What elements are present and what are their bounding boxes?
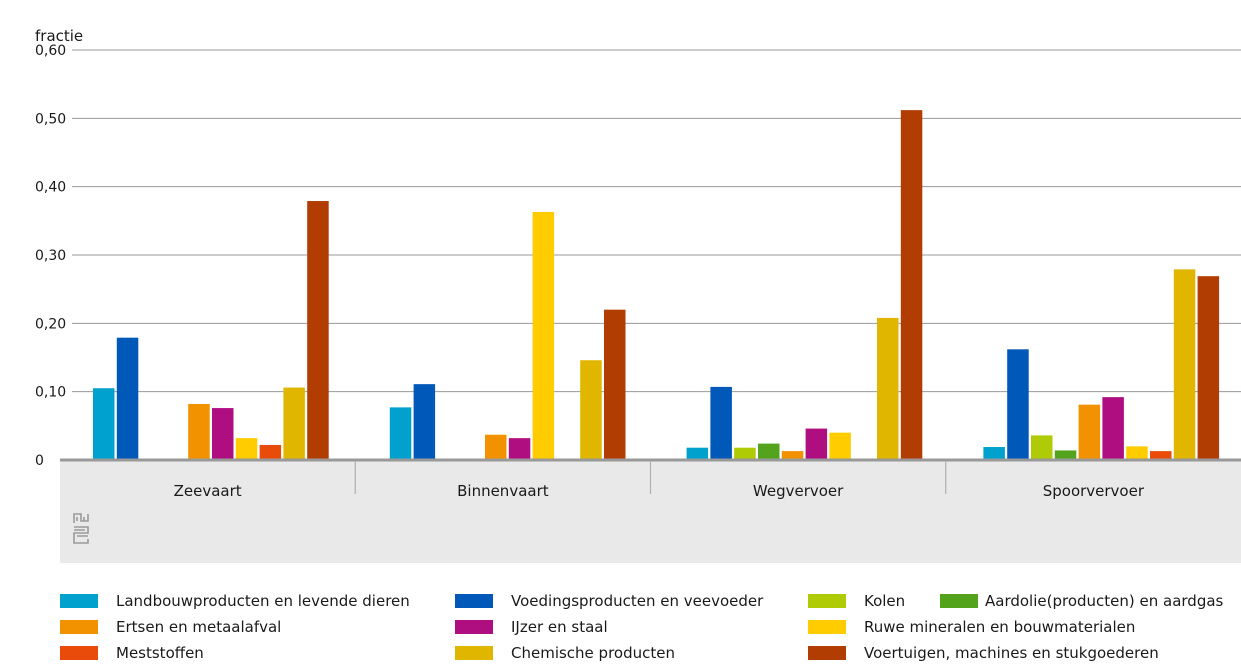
legend-label: Ruwe mineralen en bouwmaterialen [864, 618, 1136, 636]
y-tick-label: 0,30 [35, 248, 66, 264]
x-tick-label: Zeevaart [174, 482, 242, 500]
bar [758, 443, 780, 460]
bar [1173, 269, 1196, 460]
bar [1078, 404, 1101, 460]
bar [485, 434, 507, 460]
legend-label: Meststoffen [116, 644, 204, 662]
bar [1007, 349, 1029, 460]
legend-swatch [455, 646, 493, 660]
bar [1031, 435, 1053, 460]
legend: Landbouwproducten en levende dieren Voedi… [60, 590, 1241, 672]
bar [116, 337, 139, 460]
legend-swatch [940, 594, 978, 608]
legend-swatch [455, 620, 493, 634]
legend-label: IJzer en staal [511, 618, 608, 636]
bar [983, 447, 1005, 460]
x-tick-label: Wegvervoer [753, 482, 844, 500]
legend-swatch [60, 594, 98, 608]
bar [93, 388, 115, 460]
x-tick-label: Spoorvervoer [1043, 482, 1145, 500]
y-tick-label: 0,50 [35, 111, 66, 127]
bar [686, 447, 709, 460]
legend-swatch [808, 646, 846, 660]
bar [212, 408, 234, 460]
bar [188, 403, 210, 460]
bar [307, 201, 329, 460]
legend-label: Landbouwproducten en levende dieren [116, 592, 410, 610]
bar [734, 447, 756, 460]
chart: 0 0,10 0,20 0,30 0,40 0,50 0,60 Zeevaart Binnenv… [35, 27, 1241, 563]
legend-swatch [60, 620, 98, 634]
legend-label: Voertuigen, machines en stukgoederen [864, 644, 1159, 662]
legend-label: Ertsen en metaalafval [116, 618, 282, 636]
bar [259, 444, 282, 460]
legend-label: Chemische producten [511, 644, 675, 662]
y-tick-label: 0,60 [35, 43, 66, 59]
bar [413, 384, 436, 460]
legend-swatch [808, 594, 846, 608]
cbs-logo-icon [73, 513, 89, 544]
bar [580, 360, 602, 460]
bar [235, 438, 258, 460]
bar [1150, 451, 1172, 460]
bar [781, 451, 804, 460]
legend-label: Kolen [864, 592, 906, 610]
bar [508, 438, 531, 460]
bar [1126, 446, 1148, 460]
legend-swatch [808, 620, 846, 634]
bar [283, 387, 305, 460]
bar [829, 432, 851, 460]
legend-label: Aardolie(producten) en aardgas [985, 592, 1224, 610]
bar [900, 110, 923, 460]
bar [1054, 450, 1077, 460]
bar [710, 386, 732, 460]
y-tick-label: 0,20 [35, 316, 66, 332]
bar [877, 317, 899, 460]
legend-swatch [60, 646, 98, 660]
y-axis-label: fractie [35, 27, 83, 45]
y-tick-label: 0,40 [35, 180, 66, 196]
y-tick-label: 0,10 [35, 385, 66, 401]
legend-swatch [455, 594, 493, 608]
bar [1102, 397, 1124, 460]
bar [532, 211, 555, 460]
bar [1197, 276, 1220, 460]
bar [604, 309, 626, 460]
y-tick-label: 0 [35, 453, 44, 469]
bar [389, 407, 412, 460]
bar [805, 428, 828, 460]
legend-label: Voedingsproducten en veevoeder [511, 592, 764, 610]
x-tick-label: Binnenvaart [457, 482, 549, 500]
